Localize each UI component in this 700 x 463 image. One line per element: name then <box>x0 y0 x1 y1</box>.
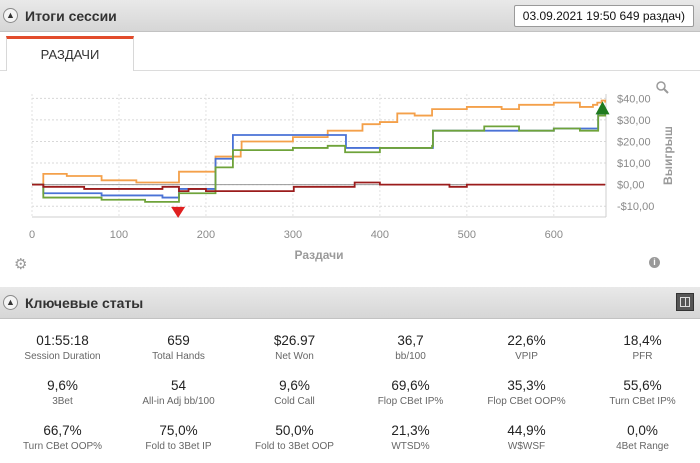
stat-cell: 69,6% Flop CBet IP% <box>352 378 469 408</box>
stat-value: 55,6% <box>623 378 662 393</box>
tab-hands[interactable]: РАЗДАЧИ <box>6 36 134 71</box>
winnings-chart: 0 100 200 300 400 500 600 -$10,00 $0,00 $10,00 $20… <box>6 72 696 282</box>
y-tick-label: $20,00 <box>617 136 651 148</box>
min-marker <box>171 206 186 218</box>
stat-value: 75,0% <box>159 423 198 438</box>
stat-cell: 75,0% Fold to 3Bet IP <box>120 423 237 453</box>
stat-cell: 9,6% 3Bet <box>4 378 121 408</box>
magnifier-icon[interactable] <box>656 81 669 94</box>
stat-label: WTSD% <box>391 441 430 452</box>
stat-label: 3Bet <box>52 396 73 407</box>
stat-label: All-in Adj bb/100 <box>142 396 215 407</box>
session-header: ▲ Итоги сессии 03.09.2021 19:50 649 разд… <box>0 0 700 32</box>
stat-cell: 9,6% Cold Call <box>236 378 353 408</box>
y-tick-label: $0,00 <box>617 180 645 192</box>
stat-value: $26.97 <box>273 333 316 348</box>
stat-cell: 35,3% Flop CBet OOP% <box>468 378 585 408</box>
stat-value: 54 <box>170 378 187 393</box>
stat-cell: 44,9% W$WSF <box>468 423 585 453</box>
stat-value: 9,6% <box>279 378 310 393</box>
session-title: Итоги сессии <box>25 8 117 24</box>
stat-label: Flop CBet OOP% <box>487 396 566 407</box>
series-line-2 <box>32 113 607 203</box>
x-tick-label: 600 <box>545 229 563 241</box>
max-marker <box>595 101 610 115</box>
stat-label: Session Duration <box>24 351 101 362</box>
x-axis-label: Раздачи <box>295 248 344 262</box>
key-stats-title: Ключевые статы <box>25 295 144 311</box>
stat-value: 36,7 <box>397 333 424 348</box>
y-tick-label: $10,00 <box>617 158 651 170</box>
stat-label: Fold to 3Bet OOP <box>255 441 334 452</box>
stat-value: 9,6% <box>47 378 78 393</box>
stat-cell: 36,7 bb/100 <box>352 333 469 363</box>
chevron-up-icon[interactable]: ▲ <box>3 295 18 310</box>
x-tick-label: 300 <box>284 229 302 241</box>
series-line-0 <box>32 99 607 186</box>
stat-value: 22,6% <box>507 333 546 348</box>
stat-value: 18,4% <box>623 333 662 348</box>
stat-label: Cold Call <box>274 396 315 407</box>
x-tick-label: 500 <box>458 229 476 241</box>
y-tick-label: $40,00 <box>617 93 651 105</box>
x-tick-label: 100 <box>110 229 128 241</box>
stat-label: W$WSF <box>507 441 546 452</box>
stat-cell: 659 Total Hands <box>120 333 237 363</box>
stat-value: 66,7% <box>43 423 82 438</box>
session-select[interactable]: 03.09.2021 19:50 649 раздач) <box>513 5 694 27</box>
stat-cell: $26.97 Net Won <box>236 333 353 363</box>
stat-value: 50,0% <box>275 423 314 438</box>
stat-value: 69,6% <box>391 378 430 393</box>
stat-label: bb/100 <box>395 351 426 362</box>
stat-label: VPIP <box>515 351 538 362</box>
stat-cell: 66,7% Turn CBet OOP% <box>4 423 121 453</box>
stat-value: 0,0% <box>627 423 658 438</box>
stat-label: Total Hands <box>152 351 205 362</box>
stat-label: Turn CBet IP% <box>609 396 676 407</box>
layout-toggle-icon[interactable] <box>676 293 694 311</box>
tab-bar: РАЗДАЧИ <box>0 32 700 71</box>
stat-cell: 54 All-in Adj bb/100 <box>120 378 237 408</box>
info-icon[interactable]: i <box>649 257 660 268</box>
stat-label: Fold to 3Bet IP <box>145 441 212 452</box>
stat-cell: 21,3% WTSD% <box>352 423 469 453</box>
stat-value: 21,3% <box>391 423 430 438</box>
y-axis-label: Выигрыш <box>661 126 675 185</box>
stat-cell: 50,0% Fold to 3Bet OOP <box>236 423 353 453</box>
x-tick-label: 400 <box>371 229 389 241</box>
y-tick-label: $30,00 <box>617 115 651 127</box>
stat-label: 4Bet Range <box>616 441 669 452</box>
gear-icon[interactable]: ⚙ <box>14 256 28 273</box>
chevron-up-icon[interactable]: ▲ <box>3 8 18 23</box>
stat-cell: 22,6% VPIP <box>468 333 585 363</box>
series-line-3 <box>32 181 606 193</box>
stat-value: 35,3% <box>507 378 546 393</box>
stat-label: PFR <box>632 351 653 362</box>
stat-label: Turn CBet OOP% <box>22 441 103 452</box>
key-stats-header: ▲ Ключевые статы <box>0 287 700 319</box>
stat-value: 01:55:18 <box>36 333 89 348</box>
y-tick-label: -$10,00 <box>617 201 654 213</box>
stat-value: 659 <box>167 333 190 348</box>
stat-cell: 0,0% 4Bet Range <box>584 423 700 453</box>
stat-label: Flop CBet IP% <box>377 396 444 407</box>
stat-value: 44,9% <box>507 423 546 438</box>
stat-cell: 55,6% Turn CBet IP% <box>584 378 700 408</box>
stat-cell: 18,4% PFR <box>584 333 700 363</box>
x-tick-label: 0 <box>29 229 35 241</box>
chart-svg: 0 100 200 300 400 500 600 -$10,00 $0,00 $10,00 $20… <box>29 93 675 262</box>
stat-cell: 01:55:18 Session Duration <box>4 333 121 363</box>
stat-label: Net Won <box>275 351 314 362</box>
x-tick-label: 200 <box>197 229 215 241</box>
